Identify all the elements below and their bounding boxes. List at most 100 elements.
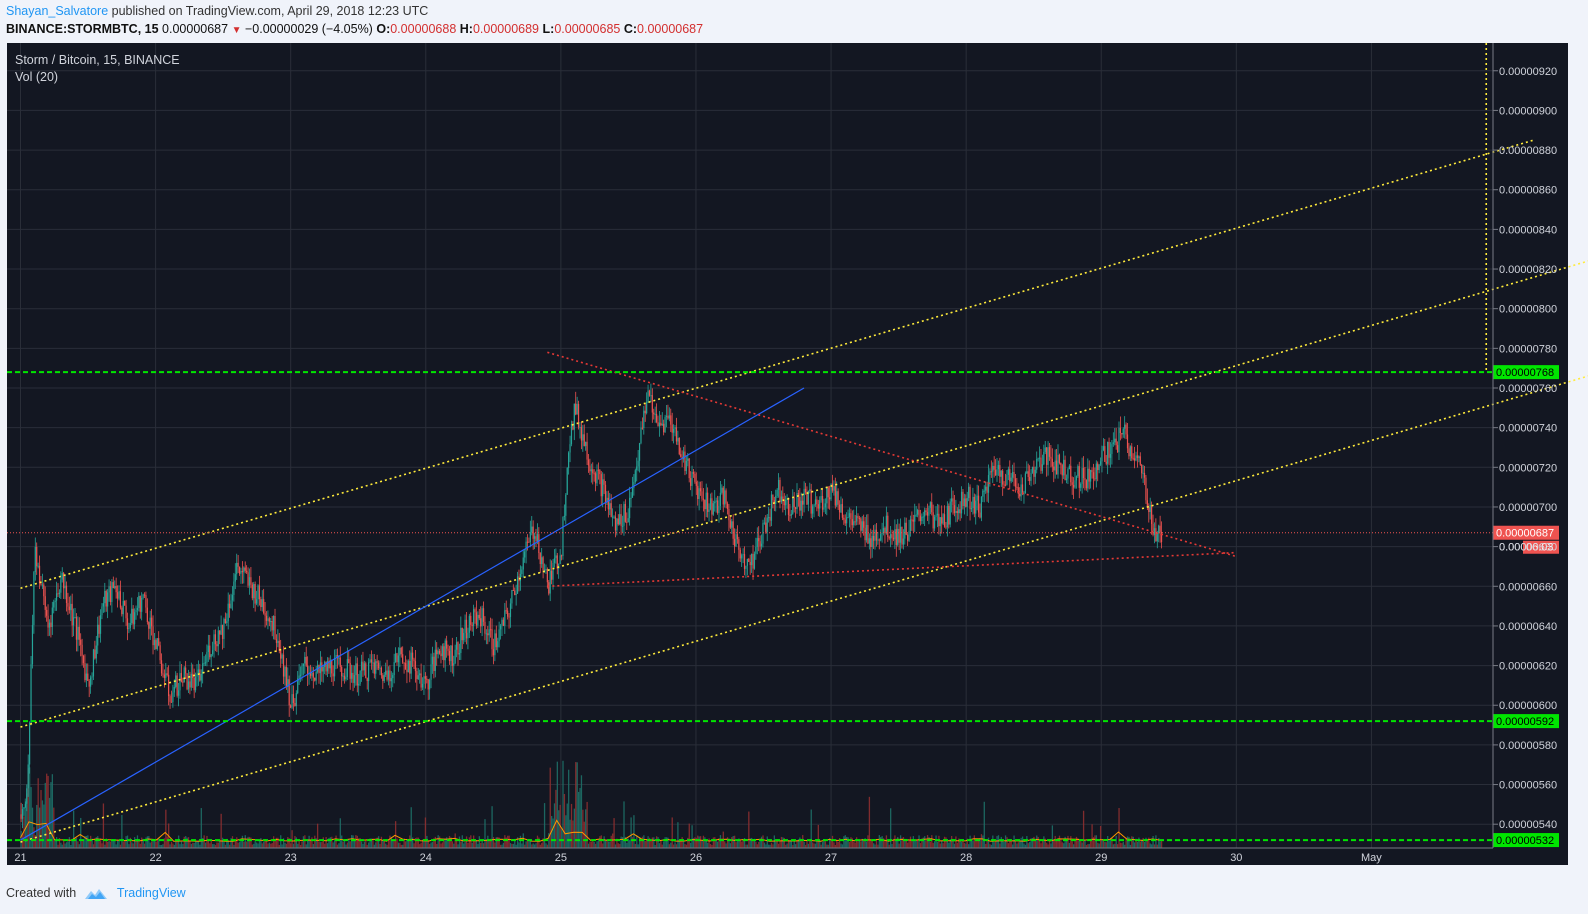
volume-bar bbox=[935, 835, 937, 848]
volume-bar bbox=[160, 844, 163, 848]
volume-bar bbox=[370, 838, 373, 848]
candle-body bbox=[424, 676, 426, 679]
candle-body bbox=[349, 662, 351, 679]
volume-bar bbox=[321, 842, 323, 848]
volume-bar bbox=[414, 838, 417, 848]
candle-body bbox=[460, 627, 462, 653]
volume-bar bbox=[729, 843, 732, 848]
volume-bar bbox=[118, 840, 120, 848]
candle-body bbox=[1017, 487, 1019, 494]
candle-body bbox=[219, 630, 221, 635]
candle-body bbox=[295, 693, 297, 706]
candle-body bbox=[78, 626, 80, 640]
candle-body bbox=[1155, 528, 1157, 542]
down-triangle-icon: ▼ bbox=[231, 25, 242, 36]
volume-bar bbox=[864, 838, 866, 848]
volume-bar bbox=[312, 844, 315, 848]
volume-bar bbox=[278, 844, 280, 848]
candle-body bbox=[465, 619, 468, 639]
candle-body bbox=[539, 553, 541, 565]
volume-bar bbox=[921, 838, 923, 848]
candle-body bbox=[315, 671, 317, 681]
volume-bar bbox=[253, 843, 255, 848]
candle-body bbox=[678, 437, 680, 455]
candle-body bbox=[888, 537, 890, 539]
candle-body bbox=[329, 659, 331, 669]
candle-body bbox=[848, 513, 851, 518]
candle-body bbox=[508, 616, 510, 618]
volume-bar bbox=[237, 842, 239, 848]
candle-body bbox=[897, 528, 899, 545]
tradingview-link[interactable]: TradingView bbox=[116, 886, 186, 900]
candle-body bbox=[630, 497, 632, 499]
level-tag bbox=[1493, 833, 1559, 848]
author-link[interactable]: Shayan_Salvatore bbox=[6, 4, 109, 18]
volume-bar bbox=[1048, 839, 1051, 848]
candle-body bbox=[1000, 470, 1002, 477]
candle-body bbox=[402, 654, 404, 663]
price-axis[interactable]: 0.000005400.000005600.000005800.00000600… bbox=[1492, 43, 1557, 848]
volume-bar bbox=[716, 841, 719, 848]
volume-bar bbox=[274, 839, 276, 848]
volume-bar bbox=[806, 840, 808, 848]
volume-bar bbox=[74, 837, 76, 848]
candle-body bbox=[1021, 484, 1024, 494]
candle-body bbox=[699, 488, 702, 492]
candle-body bbox=[909, 519, 912, 532]
volume-bar bbox=[1091, 824, 1093, 848]
volume-bar bbox=[1036, 835, 1038, 848]
volume-bar bbox=[958, 838, 960, 848]
candle-body bbox=[773, 500, 775, 504]
volume-bar bbox=[536, 835, 539, 848]
volume-bar bbox=[29, 767, 31, 848]
volume-bar bbox=[115, 844, 117, 848]
volume-bar bbox=[26, 793, 28, 848]
volume-bar bbox=[925, 840, 927, 848]
volume-bar bbox=[92, 844, 95, 848]
candle-body bbox=[288, 679, 290, 706]
high-label: H: bbox=[459, 22, 473, 36]
candle-body bbox=[268, 618, 270, 622]
volume-bar bbox=[969, 835, 971, 848]
candle-body bbox=[23, 807, 25, 810]
volume-bar bbox=[210, 839, 212, 848]
candle-body bbox=[322, 666, 324, 672]
candle-body bbox=[851, 519, 853, 526]
volume-bar bbox=[766, 836, 768, 848]
candle-body bbox=[760, 543, 763, 547]
volume-bar bbox=[855, 837, 858, 848]
candle-body bbox=[179, 673, 181, 691]
candle-body bbox=[346, 659, 348, 678]
candle-body bbox=[1092, 472, 1095, 479]
candle-body bbox=[423, 676, 425, 684]
candle-body bbox=[490, 629, 492, 631]
candle-body bbox=[806, 492, 808, 505]
candle-body bbox=[498, 629, 500, 642]
volume-bar bbox=[406, 839, 408, 848]
volume-bar bbox=[307, 839, 309, 848]
volume-bar bbox=[1141, 839, 1143, 848]
volume-bar bbox=[196, 841, 198, 848]
volume-bar bbox=[833, 842, 835, 848]
candle-body bbox=[383, 674, 385, 681]
candle-body bbox=[627, 518, 629, 522]
time-axis[interactable]: 21 22 23 24 25 26 27 28 29 30 May bbox=[7, 847, 1493, 864]
candle-body bbox=[333, 657, 336, 677]
candle-body bbox=[203, 662, 205, 664]
volume-bar bbox=[163, 838, 166, 848]
volume-bar bbox=[467, 842, 469, 848]
volume-bar bbox=[468, 837, 471, 848]
volume-bar bbox=[101, 843, 103, 848]
candle-body bbox=[603, 479, 605, 485]
volume-bar bbox=[404, 841, 407, 848]
volume-bar bbox=[423, 840, 425, 848]
price-candles bbox=[20, 383, 1163, 829]
volume-bar bbox=[1158, 838, 1160, 848]
candle-body bbox=[634, 470, 636, 483]
candle-body bbox=[247, 572, 249, 586]
y-tick-label: 0.00000780 bbox=[1499, 343, 1557, 355]
candle-body bbox=[728, 508, 730, 521]
volume-bar bbox=[383, 840, 385, 848]
candle-body bbox=[480, 618, 482, 627]
